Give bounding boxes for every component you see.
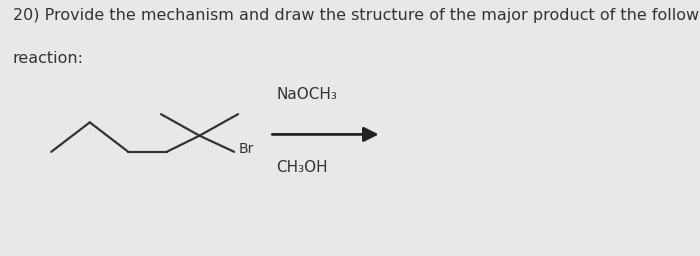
Text: CH₃OH: CH₃OH: [276, 160, 328, 175]
Text: 20) Provide the mechanism and draw the structure of the major product of the fol: 20) Provide the mechanism and draw the s…: [13, 8, 700, 23]
Text: Br: Br: [238, 142, 253, 156]
Text: NaOCH₃: NaOCH₃: [276, 87, 337, 102]
Text: reaction:: reaction:: [13, 51, 83, 66]
